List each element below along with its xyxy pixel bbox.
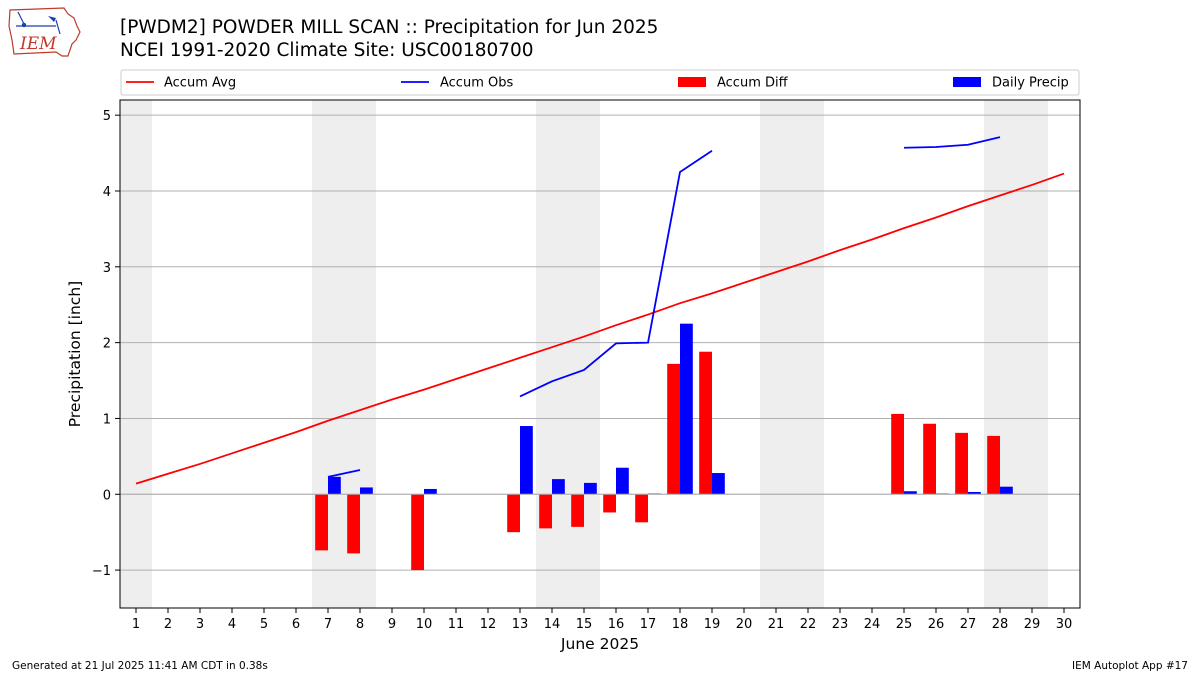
- legend-label-accum-avg: Accum Avg: [164, 76, 236, 91]
- y-tick-label: 5: [103, 109, 111, 124]
- x-tick-label: 20: [736, 617, 753, 632]
- x-tick-label: 5: [260, 617, 268, 632]
- accum-diff-bar: [507, 494, 520, 533]
- chart-subtitle: NCEI 1991-2020 Climate Site: USC00180700: [120, 40, 534, 61]
- bars: [120, 323, 1080, 571]
- x-tick-label: 28: [992, 617, 1009, 632]
- accum-diff-bar: [955, 432, 968, 495]
- weekend-shade-band: [536, 100, 600, 608]
- x-tick-label: 7: [324, 617, 332, 632]
- legend-box: [120, 69, 1080, 96]
- accum-obs-line: [519, 150, 713, 398]
- x-tick-label: 21: [768, 617, 785, 632]
- daily-precip-bar: [712, 473, 725, 495]
- x-tick-label: 16: [608, 617, 625, 632]
- y-axis-ticks: −1 0 1 2 3 4 5: [92, 109, 120, 579]
- x-tick-label: 11: [448, 617, 465, 632]
- accum-diff-bar: [571, 494, 584, 527]
- accum-diff-bar: [635, 494, 648, 523]
- weekend-shading: [120, 100, 1048, 608]
- app-label: IEM Autoplot App #17: [1072, 660, 1188, 672]
- accum-diff-bar: [347, 494, 360, 554]
- daily-precip-bar: [520, 426, 533, 495]
- accum-diff-bar: [667, 363, 680, 495]
- x-tick-label: 4: [228, 617, 236, 632]
- accum-diff-bar: [987, 435, 1000, 495]
- accum-obs-line: [327, 469, 361, 478]
- x-tick-label: 6: [292, 617, 300, 632]
- x-tick-label: 17: [640, 617, 657, 632]
- x-tick-label: 14: [544, 617, 561, 632]
- daily-precip-bar: [1000, 486, 1013, 495]
- x-tick-label: 22: [800, 617, 817, 632]
- y-tick-label: −1: [92, 564, 111, 579]
- x-tick-label: 9: [388, 617, 396, 632]
- accum-diff-bar: [699, 351, 712, 495]
- accum-diff-bar: [603, 494, 616, 513]
- x-tick-label: 8: [356, 617, 364, 632]
- weekend-shade-band: [120, 100, 152, 608]
- daily-precip-bar: [584, 482, 597, 495]
- x-tick-label: 3: [196, 617, 204, 632]
- plot-frame: [119, 99, 1081, 609]
- daily-precip-bar: [680, 323, 693, 495]
- lines: [135, 136, 1065, 485]
- daily-precip-bar: [552, 479, 565, 495]
- weekend-shade-band: [984, 100, 1048, 608]
- accum-diff-bar: [411, 494, 424, 571]
- weekend-shade-band: [760, 100, 824, 608]
- y-tick-label: 2: [103, 337, 111, 352]
- x-tick-label: 26: [928, 617, 945, 632]
- legend-label-daily-precip: Daily Precip: [992, 76, 1069, 91]
- accum-avg-line: [135, 172, 1065, 485]
- daily-precip-bar: [424, 488, 437, 495]
- generated-timestamp: Generated at 21 Jul 2025 11:41 AM CDT in…: [12, 660, 268, 672]
- x-tick-label: 27: [960, 617, 977, 632]
- x-tick-label: 13: [512, 617, 529, 632]
- x-tick-label: 30: [1056, 617, 1073, 632]
- x-tick-label: 23: [832, 617, 849, 632]
- legend-swatch-accum-diff: [678, 77, 706, 87]
- accum-obs-line: [903, 136, 1001, 149]
- x-tick-label: 24: [864, 617, 881, 632]
- x-tick-label: 29: [1024, 617, 1041, 632]
- chart-title: [PWDM2] POWDER MILL SCAN :: Precipitatio…: [120, 17, 659, 38]
- y-tick-label: 1: [103, 412, 111, 427]
- accum-diff-bar: [923, 423, 936, 495]
- legend: Accum Avg Accum Obs Accum Diff Daily Pre…: [120, 69, 1080, 96]
- logo-text: IEM: [19, 34, 57, 54]
- y-tick-label: 0: [103, 488, 111, 503]
- legend-label-accum-diff: Accum Diff: [717, 76, 789, 91]
- x-axis-label: June 2025: [560, 635, 639, 653]
- x-tick-label: 1: [132, 617, 140, 632]
- x-tick-label: 2: [164, 617, 172, 632]
- x-tick-label: 15: [576, 617, 593, 632]
- accum-diff-bar: [315, 494, 328, 551]
- x-axis-ticks: 1 2 3 4 5 6 7 8 9 10 11 12 13 14 15 16 17 18 19 20 21 22 23 24 2…: [132, 608, 1072, 632]
- x-tick-label: 19: [704, 617, 721, 632]
- x-tick-label: 25: [896, 617, 913, 632]
- x-tick-label: 18: [672, 617, 689, 632]
- y-tick-label: 4: [103, 185, 111, 200]
- iowa-state-outline: [8, 7, 81, 57]
- daily-precip-bar: [904, 491, 917, 495]
- daily-precip-bar: [360, 487, 373, 495]
- daily-precip-bar: [616, 467, 629, 495]
- y-axis-label: Precipitation [inch]: [66, 281, 84, 427]
- y-tick-label: 3: [103, 261, 111, 276]
- legend-label-accum-obs: Accum Obs: [440, 76, 513, 91]
- legend-swatch-daily-precip: [953, 77, 981, 87]
- daily-precip-bar: [328, 476, 341, 495]
- daily-precip-bar: [968, 491, 981, 495]
- x-tick-label: 12: [480, 617, 497, 632]
- iem-logo: IEM: [6, 4, 82, 60]
- x-tick-label: 10: [416, 617, 433, 632]
- accum-diff-bar: [891, 413, 904, 495]
- accum-diff-bar: [539, 494, 552, 529]
